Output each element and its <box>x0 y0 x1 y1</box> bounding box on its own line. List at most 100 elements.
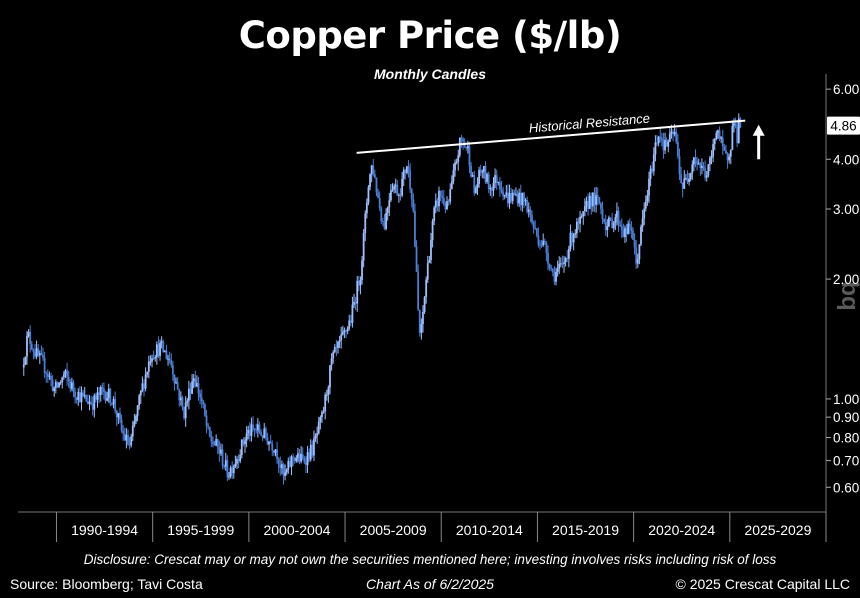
candle-body <box>69 381 72 389</box>
candle-body <box>255 429 258 431</box>
candle-body <box>665 139 668 147</box>
candle-body <box>446 201 448 210</box>
candle-body <box>388 200 391 208</box>
candle-body <box>131 425 134 437</box>
candle-body <box>434 200 437 208</box>
x-tick-label: 1990-1994 <box>71 522 138 538</box>
candle-body <box>365 202 368 214</box>
resistance-line <box>356 119 746 154</box>
candle-body <box>575 221 578 234</box>
candle-body <box>378 197 381 208</box>
candle-body <box>412 199 415 212</box>
candle-body <box>356 280 359 304</box>
candle-body <box>684 178 687 180</box>
candle-body <box>523 192 525 202</box>
candle-body <box>476 183 479 188</box>
candle-body <box>678 156 681 175</box>
candle-body <box>723 146 726 151</box>
candle-body <box>505 192 508 195</box>
candle-body <box>244 440 246 445</box>
candle-body <box>333 347 336 353</box>
candle-body <box>433 207 436 222</box>
candle-body <box>34 351 36 357</box>
candle-body <box>130 436 133 446</box>
candle-body <box>511 192 514 201</box>
candle-body <box>502 191 505 197</box>
candle-body <box>205 415 208 426</box>
candle-body <box>704 168 707 178</box>
candle-body <box>58 382 60 387</box>
candle-body <box>683 178 686 189</box>
candle-body <box>386 207 389 214</box>
candle-body <box>207 425 210 428</box>
candle-body <box>151 358 153 362</box>
candle-body <box>580 216 583 218</box>
candle-body <box>220 449 222 454</box>
candle-body <box>173 374 176 384</box>
candle-body <box>74 391 76 398</box>
candle-body <box>402 169 405 179</box>
candle-body <box>298 453 301 462</box>
y-tick-label: 0.70 <box>833 454 859 469</box>
candle-body <box>430 240 432 261</box>
candle-body <box>389 190 392 201</box>
candle-body <box>224 460 227 467</box>
candle-body <box>527 209 530 212</box>
candle-body <box>196 383 198 387</box>
source-credit: Source: Bloomberg; Tavi Costa <box>10 576 203 592</box>
candle-body <box>672 131 674 135</box>
candle-body <box>558 263 561 269</box>
candle-body <box>170 360 173 366</box>
candle-body <box>624 227 626 238</box>
candle-body <box>37 348 40 356</box>
candle-body <box>455 162 458 164</box>
candle-body <box>664 139 666 151</box>
candle-body <box>689 173 692 179</box>
candle-body <box>42 355 44 358</box>
candle-body <box>353 301 355 305</box>
candle-body <box>260 432 262 436</box>
candle-body <box>553 271 556 282</box>
candle-body <box>349 320 352 323</box>
candle-body <box>398 194 400 196</box>
candle-body <box>654 142 657 155</box>
candle-body <box>35 348 38 357</box>
candle-body <box>117 413 120 418</box>
candle-body <box>77 392 80 400</box>
candle-body <box>622 230 625 238</box>
candle-body <box>192 378 195 382</box>
candle-body <box>482 166 485 172</box>
candle-body <box>115 410 118 418</box>
candle-body <box>122 430 125 434</box>
candle-body <box>611 219 614 229</box>
candle-body <box>123 433 126 441</box>
candle-body <box>705 175 708 178</box>
candle-body <box>500 189 503 192</box>
candle-body <box>176 382 179 390</box>
candle-body <box>729 149 732 157</box>
candle-body <box>112 398 115 404</box>
candle-body <box>64 370 67 375</box>
candle-body <box>168 358 171 361</box>
candle-body <box>160 341 163 343</box>
candle-body <box>638 244 641 260</box>
candle-body <box>492 183 495 191</box>
candle-body <box>325 394 328 396</box>
candle-body <box>305 462 307 465</box>
candle-body <box>721 137 724 147</box>
candle-body <box>377 192 379 198</box>
candle-body <box>529 209 532 216</box>
candle-body <box>628 223 631 227</box>
candle-body <box>250 424 253 436</box>
candle-body <box>470 165 472 177</box>
candle-body <box>691 164 694 174</box>
candle-body <box>149 361 152 363</box>
candle-body <box>40 353 43 356</box>
candle-body <box>146 371 149 375</box>
candle-body <box>593 192 596 205</box>
candle-body <box>354 301 357 304</box>
candle-body <box>668 133 671 142</box>
candle-body <box>208 427 211 437</box>
candle-body <box>314 435 317 439</box>
candle-body <box>345 330 347 332</box>
